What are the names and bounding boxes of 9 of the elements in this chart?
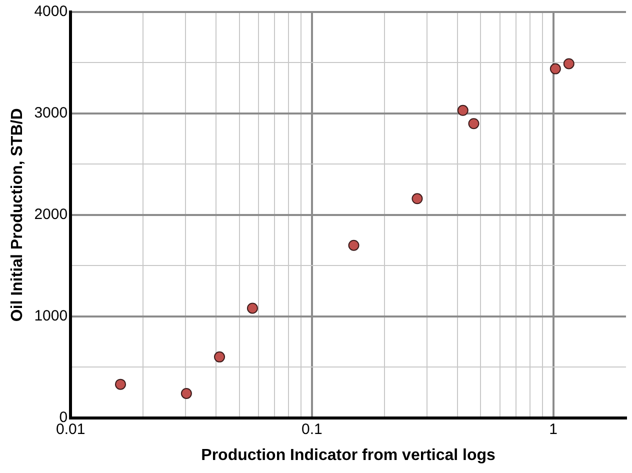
x-tick-label: 0.01: [56, 420, 86, 438]
y-tick-label: 1000: [34, 307, 68, 324]
y-tick-label: 2000: [34, 206, 68, 224]
y-tick-label: 4000: [34, 3, 68, 20]
x-tick-label: 1: [549, 420, 558, 438]
x-axis-title: Production Indicator from vertical logs: [201, 446, 496, 464]
y-axis-title: Oil Initial Production, STB/D: [9, 108, 26, 322]
y-tick-label: 3000: [34, 104, 68, 122]
x-tick-label: 0.1: [302, 420, 322, 438]
